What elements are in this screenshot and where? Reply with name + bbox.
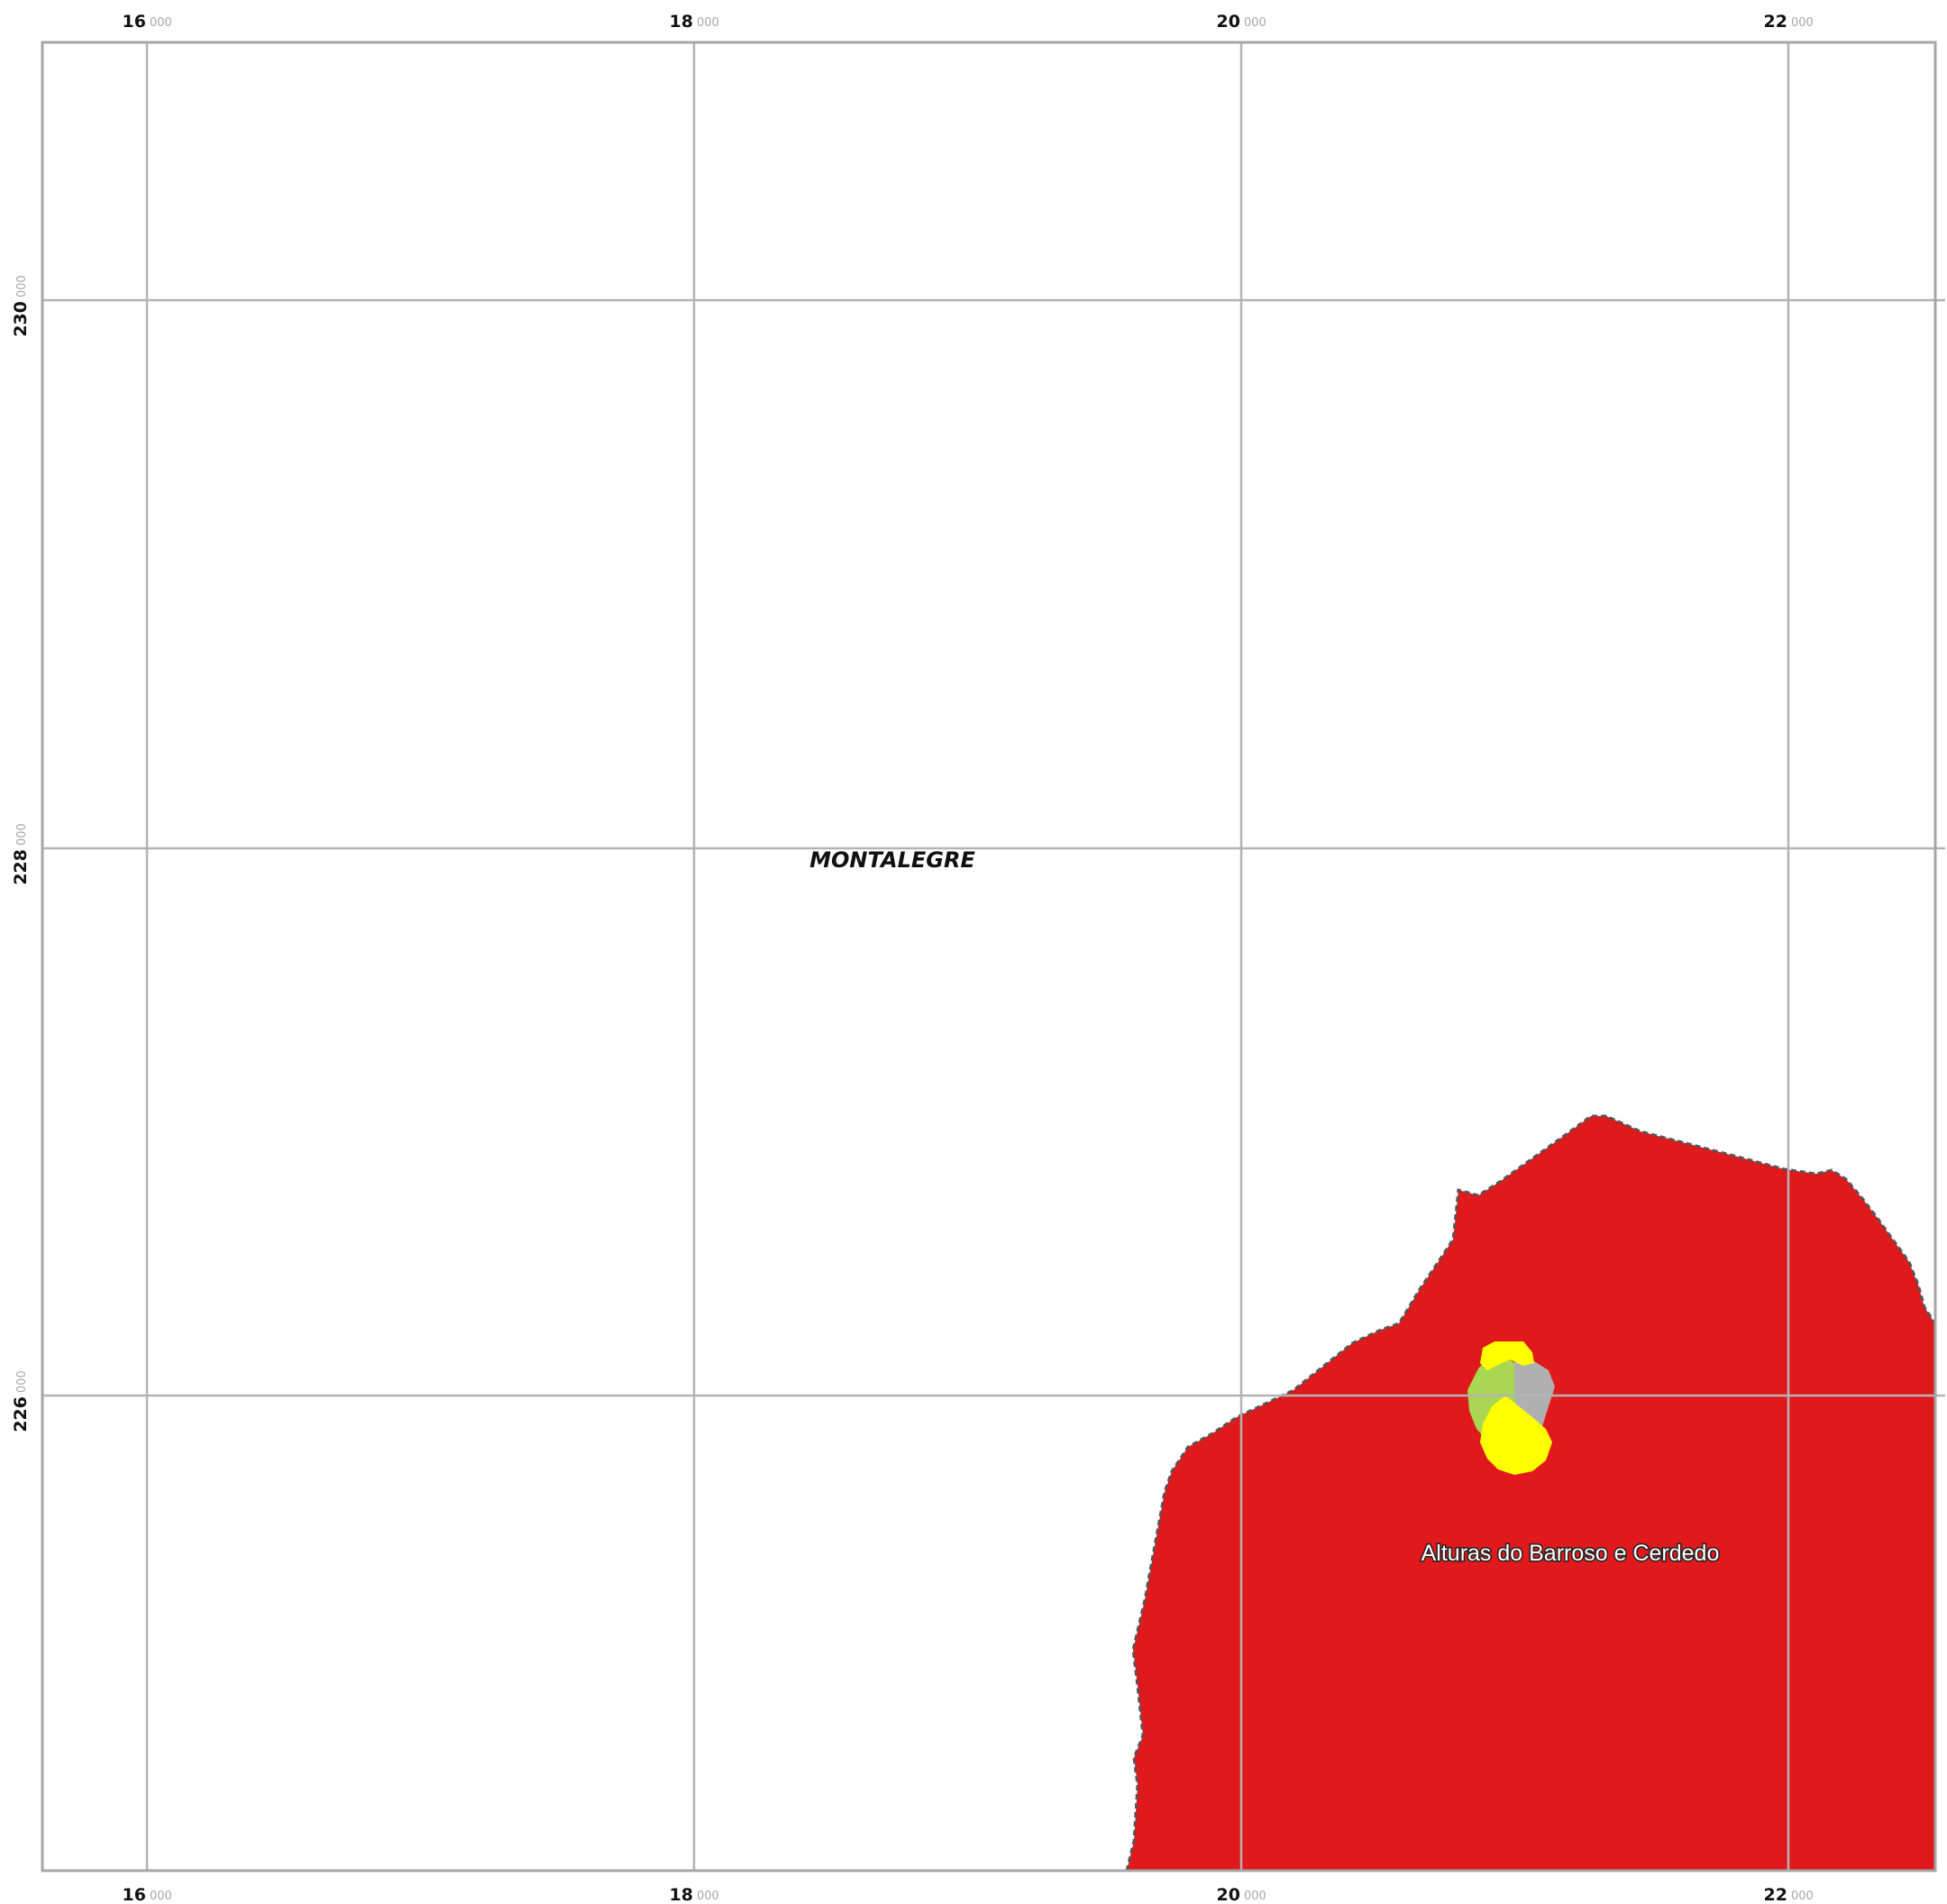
- svg-text:000: 000: [1244, 16, 1266, 30]
- svg-text:000: 000: [1244, 1890, 1266, 1903]
- x-tick-label: 20: [1217, 1885, 1240, 1904]
- x-tick-label: 22: [1764, 1885, 1787, 1904]
- parish-label: Alturas do Barroso e Cerdedo: [1421, 1541, 1720, 1566]
- x-tick-label: 16: [123, 12, 146, 32]
- svg-text:000: 000: [15, 1370, 29, 1393]
- parish-boundary: [1125, 1114, 1938, 1872]
- svg-text:000: 000: [15, 823, 29, 846]
- svg-text:000: 000: [697, 16, 719, 30]
- x-tick-labels-top: 16 000 18 000 20 000 22 000: [123, 12, 1814, 32]
- svg-text:000: 000: [150, 1890, 172, 1903]
- x-tick-label: 20: [1217, 12, 1240, 32]
- svg-text:000: 000: [15, 275, 29, 298]
- coordinate-grid: [42, 42, 1945, 1871]
- map-frame: [41, 41, 1937, 1872]
- x-tick-label: 18: [670, 1885, 693, 1904]
- municipality-label: MONTALEGRE: [809, 847, 975, 873]
- svg-text:000: 000: [1791, 1890, 1814, 1903]
- x-tick-label: 22: [1764, 12, 1787, 32]
- svg-text:000: 000: [150, 16, 172, 30]
- patch-yellow-north: [1480, 1341, 1534, 1370]
- y-tick-label: 228: [11, 849, 31, 885]
- y-tick-labels-left: 230 000 228 000 226 000: [11, 275, 31, 1433]
- svg-text:000: 000: [1791, 16, 1814, 30]
- x-tick-label: 18: [670, 12, 693, 32]
- land-cover-patch: [1467, 1341, 1555, 1475]
- patch-yellow-south: [1480, 1396, 1552, 1475]
- y-tick-label: 230: [11, 301, 31, 337]
- svg-text:000: 000: [697, 1890, 719, 1903]
- parish-area-alturas-do-barroso-e-cerdedo[interactable]: [1127, 1116, 1936, 1871]
- y-tick-label: 226: [11, 1396, 31, 1433]
- x-tick-labels-bottom: 16 000 18 000 20 000 22 000: [123, 1885, 1814, 1904]
- x-tick-label: 16: [123, 1885, 146, 1904]
